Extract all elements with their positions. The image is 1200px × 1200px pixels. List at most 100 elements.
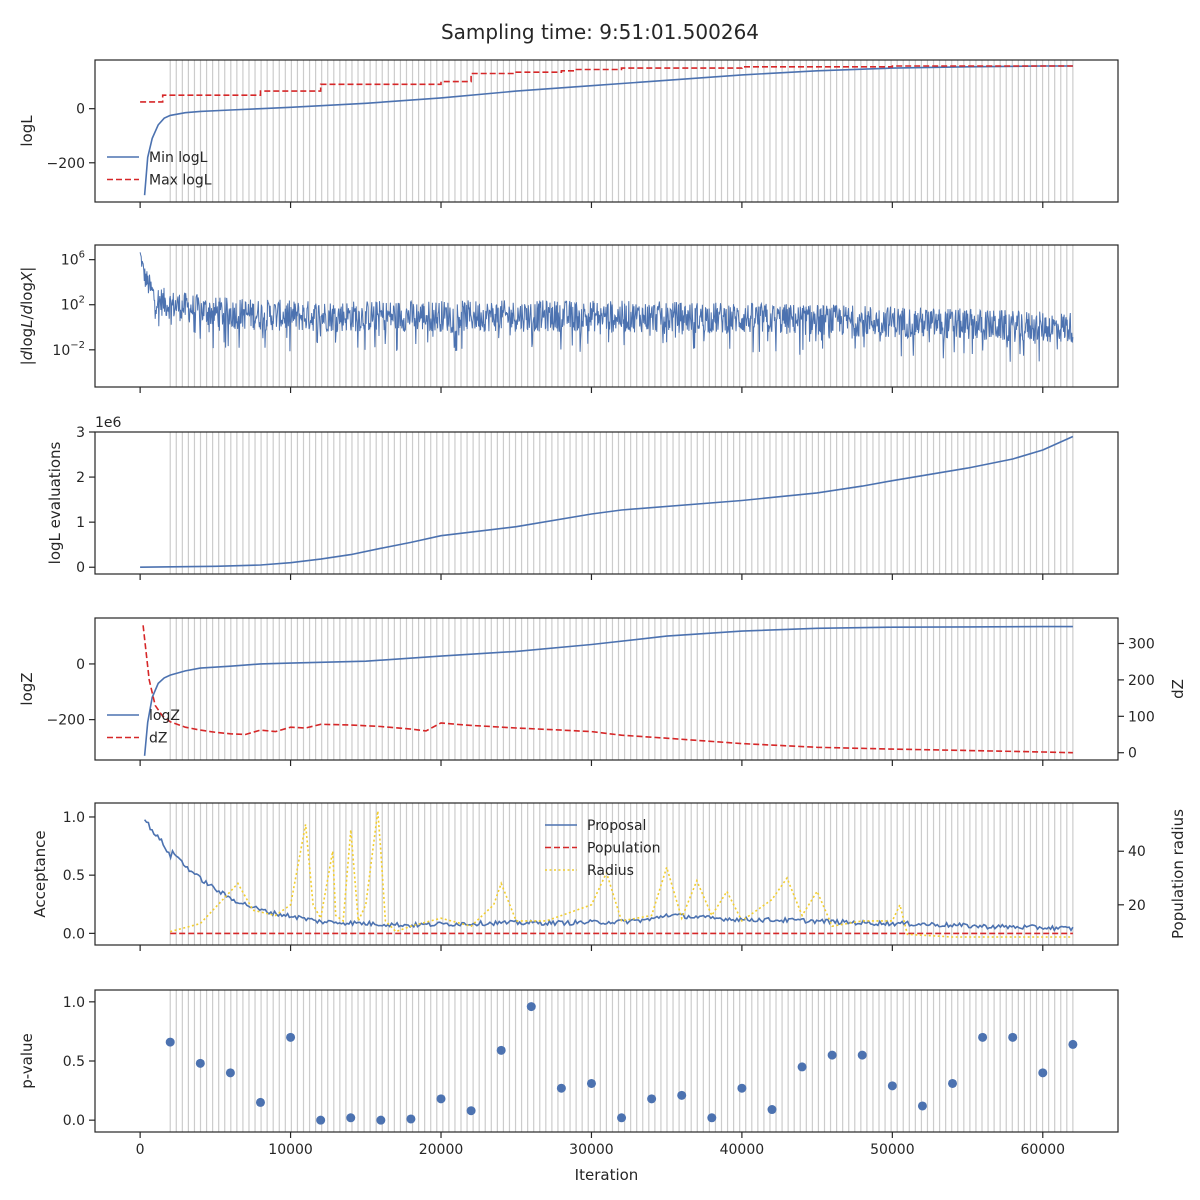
- y-right-axis-label: dZ: [1169, 679, 1187, 699]
- y-tick-label: 3: [76, 425, 85, 441]
- y-right-tick-label: 20: [1128, 898, 1146, 914]
- data-point: [677, 1090, 687, 1100]
- data-point: [707, 1113, 717, 1123]
- y-tick-label: 106: [61, 250, 85, 269]
- data-point: [496, 1045, 506, 1055]
- series-line: [143, 819, 1074, 932]
- series-line: [139, 252, 1074, 362]
- y-tick-label: 102: [61, 295, 85, 314]
- data-point: [887, 1081, 897, 1091]
- y-axis-label: Acceptance: [31, 830, 49, 917]
- y-tick-label: 0: [76, 102, 85, 118]
- y-right-tick-label: 100: [1128, 709, 1155, 725]
- y-tick-label: 1: [76, 515, 85, 531]
- axes-frame: [94, 802, 1119, 946]
- panel-pvalue: 0 10000 20000 30000 40000 50000 60000 0.0 0.5 1.0…: [18, 989, 1119, 1158]
- plot-area: [165, 990, 1078, 1132]
- legend-label: Population: [587, 841, 661, 857]
- data-point: [917, 1101, 927, 1111]
- y-right-axis-label: Population radius: [1169, 809, 1187, 939]
- data-point: [165, 1037, 175, 1047]
- data-point: [857, 1050, 867, 1060]
- x-tick-label: 30000: [569, 1142, 614, 1158]
- y-tick-label: −200: [47, 156, 85, 172]
- series-line: [140, 435, 1074, 568]
- data-point: [466, 1106, 476, 1116]
- data-point: [797, 1062, 807, 1072]
- plot-area: [142, 618, 1074, 760]
- data-point: [526, 1002, 536, 1012]
- y-axis-label: logZ: [18, 672, 36, 705]
- series-line: [143, 625, 1073, 756]
- y-axis-label: |dlogL/dlogX|: [18, 267, 36, 366]
- y-tick-label: 0.0: [63, 926, 85, 942]
- data-point: [978, 1032, 988, 1042]
- data-point: [316, 1115, 326, 1125]
- data-point: [286, 1032, 296, 1042]
- panel-evaluations: 0 1 2 3 logL evaluations 1e6: [46, 415, 1119, 580]
- data-point: [556, 1083, 566, 1093]
- data-point: [737, 1083, 747, 1093]
- y-tick-label: 0.5: [63, 868, 85, 884]
- y-tick-label: 1.0: [63, 995, 85, 1011]
- data-point: [376, 1115, 386, 1125]
- data-point: [1008, 1032, 1018, 1042]
- data-point: [346, 1113, 356, 1123]
- y-right-tick-label: 0: [1128, 746, 1137, 762]
- data-point: [255, 1097, 265, 1107]
- data-point: [1038, 1068, 1048, 1078]
- legend-label: Proposal: [587, 818, 646, 834]
- y-tick-label: 0.0: [63, 1113, 85, 1129]
- panel-loglike: −200 0 logL Min logL Max logL: [18, 59, 1119, 208]
- axes-frame: [94, 59, 1119, 203]
- x-tick-label: 40000: [720, 1142, 765, 1158]
- y-tick-label: 0: [76, 657, 85, 673]
- plot-area: [140, 432, 1074, 574]
- legend-label: logZ: [149, 708, 180, 724]
- y-tick-label: −200: [47, 713, 85, 729]
- x-tick-label: 50000: [870, 1142, 915, 1158]
- y-tick-label: 0.5: [63, 1054, 85, 1070]
- series-line: [142, 625, 1073, 754]
- data-point: [647, 1094, 657, 1104]
- x-tick-label: 20000: [419, 1142, 464, 1158]
- x-tick-label: 10000: [268, 1142, 313, 1158]
- data-point: [586, 1078, 596, 1088]
- series-line: [140, 65, 1073, 103]
- y-axis-label: p-value: [18, 1033, 36, 1089]
- plot-area: [143, 803, 1074, 945]
- panel-acceptance: 0.0 0.5 1.0 20 40 Population radius Acceptance…: [31, 802, 1187, 951]
- y-right-tick-label: 300: [1128, 636, 1155, 652]
- y-tick-label: 1.0: [63, 810, 85, 826]
- y-tick-label: 0: [76, 560, 85, 576]
- legend-label: Min logL: [149, 150, 208, 166]
- y-offset-label: 1e6: [95, 415, 122, 431]
- y-tick-label: 2: [76, 470, 85, 486]
- data-point: [195, 1058, 205, 1068]
- x-tick-label: 0: [136, 1142, 145, 1158]
- x-tick-label: 60000: [1021, 1142, 1066, 1158]
- data-point: [827, 1050, 837, 1060]
- data-point: [767, 1105, 777, 1115]
- data-point: [436, 1094, 446, 1104]
- data-point: [406, 1114, 416, 1124]
- y-tick-label: 10−2: [52, 340, 85, 359]
- data-point: [948, 1078, 958, 1088]
- legend-label: Radius: [587, 863, 634, 879]
- axes-frame: [94, 244, 1119, 388]
- data-point: [225, 1068, 235, 1078]
- y-right-tick-label: 200: [1128, 673, 1155, 689]
- y-right-tick-label: 40: [1128, 844, 1146, 860]
- panel-gradient: 106 102 10−2 |dlogL/dlogX|: [18, 244, 1119, 393]
- axes-frame: [94, 431, 1119, 575]
- legend-label: Max logL: [149, 173, 212, 189]
- series-line: [169, 810, 1073, 938]
- plot-area: [139, 245, 1074, 387]
- series-line: [143, 65, 1073, 196]
- x-axis-label: Iteration: [575, 1166, 639, 1184]
- panel-evidence: −200 0 0 100 200 300 dZ logZ logZ dZ: [18, 617, 1187, 766]
- axes-frame: [94, 617, 1119, 761]
- data-point: [617, 1113, 627, 1123]
- figure-title: Sampling time: 9:51:01.500264: [440, 20, 760, 44]
